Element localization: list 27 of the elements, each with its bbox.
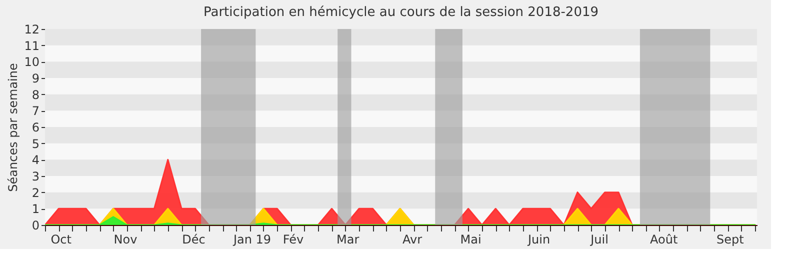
y-tick-label: 12 <box>24 22 40 36</box>
x-tick-label: Jan 19 <box>232 232 272 246</box>
y-tick-label: 1 <box>32 202 40 216</box>
x-tick-label: Août <box>650 232 678 246</box>
x-tick-label: Déc <box>182 232 206 246</box>
y-tick-label: 2 <box>32 186 40 200</box>
y-tick-label: 5 <box>32 136 40 151</box>
y-tick-label: 10 <box>24 55 40 70</box>
x-tick-label: Mai <box>460 232 482 246</box>
y-tick-label: 0 <box>32 218 40 232</box>
x-tick-label: Juil <box>590 232 608 246</box>
y-tick-label: 3 <box>32 170 40 184</box>
x-tick-label: Mar <box>336 232 360 246</box>
y-tick-label: 11 <box>24 38 40 53</box>
y-tick-label: 6 <box>32 120 40 134</box>
y-tick-label: 4 <box>32 153 40 168</box>
y-axis-title: Séances par semaine <box>6 63 20 192</box>
x-tick-label: Juin <box>526 232 550 246</box>
y-tick-label: 9 <box>32 72 40 86</box>
y-tick-label: 7 <box>32 104 40 118</box>
x-tick-label: Nov <box>114 232 138 246</box>
y-tick-label: 8 <box>32 88 40 102</box>
x-tick-label: Sept <box>716 232 744 246</box>
x-tick-label: Avr <box>402 232 422 246</box>
x-tick-label: Fév <box>282 232 304 246</box>
chart-title: Participation en hémicycle au cours de la session 2018-2019 <box>203 5 599 20</box>
x-tick-label: Oct <box>50 232 72 246</box>
